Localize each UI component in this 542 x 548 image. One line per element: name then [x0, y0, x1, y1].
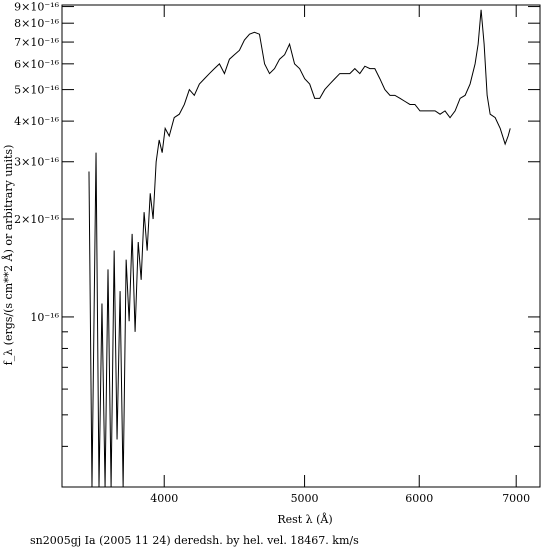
spectrum-line [88, 9, 511, 487]
y-tick-label: 7×10⁻¹⁶ [14, 36, 59, 49]
x-axis-label: Rest λ (Å) [277, 512, 332, 526]
x-tick-label: 5000 [291, 492, 319, 505]
y-tick-label: 8×10⁻¹⁶ [14, 17, 59, 30]
y-tick-label: 5×10⁻¹⁶ [14, 84, 59, 97]
y-axis-label: f_λ (ergs/(s cm**2 Å) or arbitrary units… [1, 145, 15, 366]
plot-area [88, 9, 511, 487]
y-tick-label: 2×10⁻¹⁶ [14, 213, 59, 226]
y-tick-label: 4×10⁻¹⁶ [14, 115, 59, 128]
y-tick-label: 10⁻¹⁶ [30, 311, 59, 324]
y-tick-label: 6×10⁻¹⁶ [14, 58, 59, 71]
plot-frame [61, 4, 541, 488]
y-tick-label: 9×10⁻¹⁶ [14, 1, 59, 14]
y-tick-label: 3×10⁻¹⁶ [14, 156, 59, 169]
chart-title: sn2005gj Ia (2005 11 24) deredsh. by hel… [30, 534, 359, 547]
x-tick-label: 4000 [150, 492, 178, 505]
x-tick-label: 7000 [502, 492, 530, 505]
x-tick-label: 6000 [405, 492, 433, 505]
